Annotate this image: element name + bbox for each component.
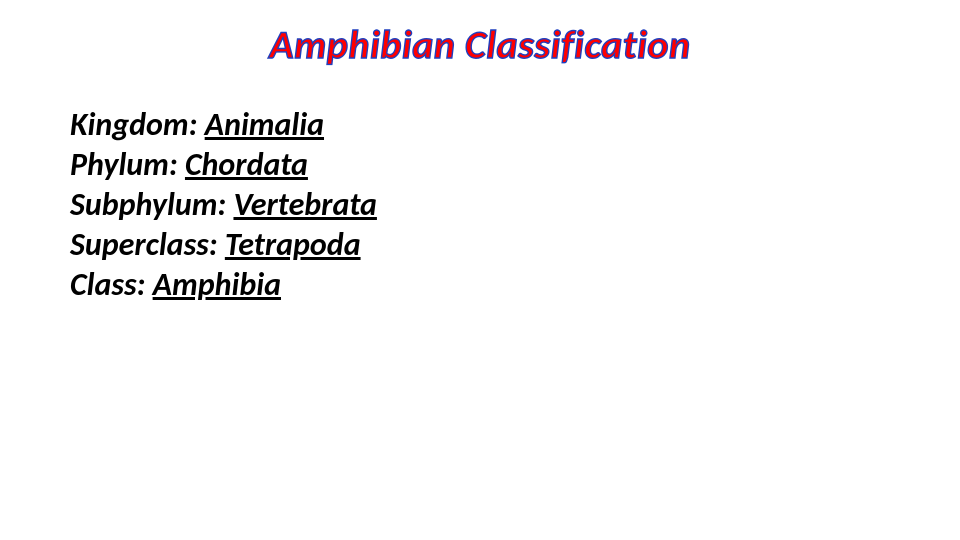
rank-label: Kingdom: (70, 105, 205, 144)
rank-label: Subphylum: (70, 185, 233, 224)
list-item: Phylum: Chordata (70, 145, 377, 185)
list-item: Kingdom: Animalia (70, 105, 377, 145)
rank-value: Amphibia (153, 265, 281, 304)
slide: Amphibian Classification Kingdom: Animal… (0, 0, 960, 540)
list-item: Subphylum: Vertebrata (70, 185, 377, 225)
list-item: Superclass: Tetrapoda (70, 225, 377, 265)
slide-title: Amphibian Classification (0, 20, 960, 69)
rank-value: Vertebrata (233, 185, 376, 224)
rank-value: Tetrapoda (225, 225, 361, 264)
list-item: Class: Amphibia (70, 265, 377, 305)
rank-value: Chordata (185, 145, 308, 184)
rank-label: Phylum: (70, 145, 185, 184)
classification-list: Kingdom: Animalia Phylum: Chordata Subph… (70, 105, 377, 305)
rank-value: Animalia (205, 105, 324, 144)
rank-label: Class: (70, 265, 153, 304)
rank-label: Superclass: (70, 225, 225, 264)
